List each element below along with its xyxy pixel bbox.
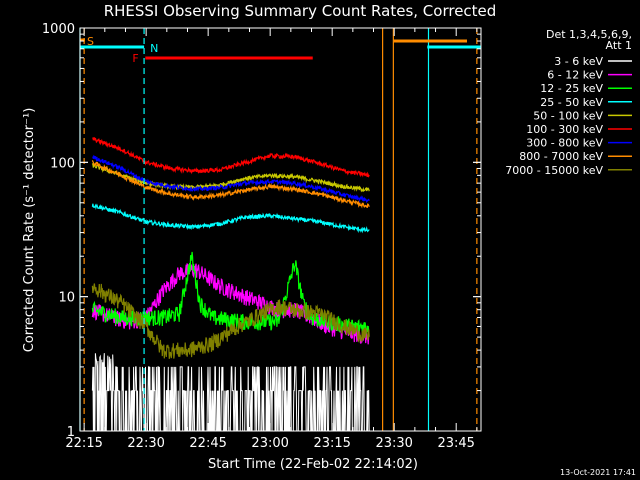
- flag-bars: S NF: [80, 35, 481, 65]
- x-axis-label: Start Time (22-Feb-02 22:14:02): [208, 457, 418, 472]
- axes-frame: [79, 27, 482, 432]
- y-tick-label: 10: [58, 291, 75, 306]
- x-tick-label: 23:00: [251, 436, 288, 451]
- legend-label-9: 7000 - 15000 keV: [505, 164, 603, 177]
- legend-label-6: 100 - 300 keV: [526, 123, 603, 136]
- legend-label-4: 25 - 50 keV: [540, 96, 603, 109]
- x-tick-label: 22:15: [65, 436, 102, 451]
- y-axis-label: Corrected Count Rate (s⁻¹ detector⁻¹): [22, 108, 37, 353]
- flag-label-night: N: [150, 42, 158, 55]
- series-line-9: [91, 283, 370, 359]
- x-tick-label: 23:30: [375, 436, 412, 451]
- legend-title-line-2: Att 1: [606, 39, 632, 52]
- series-line-1: [91, 353, 370, 432]
- flag-label-flare: F: [132, 52, 138, 65]
- x-tick-label: 23:15: [313, 436, 350, 451]
- tick-labels: 22:15 22:30 22:45 23:00 23:15 23:30 23:45 1 10 10…: [42, 22, 475, 451]
- series-line-7: [92, 154, 370, 203]
- legend-label-8: 800 - 7000 keV: [519, 150, 603, 163]
- series-line-8: [91, 160, 370, 209]
- legend-label-3: 12 - 25 keV: [540, 82, 603, 95]
- series-line-6: [92, 137, 370, 178]
- chart-title: RHESSI Observing Summary Count Rates, Co…: [104, 2, 497, 20]
- series-group: [91, 137, 370, 432]
- x-tick-label: 23:45: [437, 436, 474, 451]
- flag-label-saa: S: [87, 35, 94, 48]
- y-tick-label: 1000: [42, 22, 75, 37]
- legend-label-7: 300 - 800 keV: [526, 137, 603, 150]
- x-tick-label: 22:30: [127, 436, 164, 451]
- legend-title-line-1: Det 1,3,4,5,6,9,: [546, 28, 632, 41]
- y-tick-label: 100: [50, 156, 75, 171]
- legend-label-2: 6 - 12 keV: [547, 69, 603, 82]
- legend-label-5: 50 - 100 keV: [533, 109, 603, 122]
- series-line-4: [91, 203, 370, 234]
- x-tick-label: 22:45: [189, 436, 226, 451]
- plot-frame: [79, 27, 482, 432]
- legend-label-1: 3 - 6 keV: [554, 55, 603, 68]
- series-line-2: [91, 262, 370, 345]
- footer-date: 13-Oct-2021 17:41: [560, 468, 636, 477]
- y-tick-label: 1: [67, 425, 75, 440]
